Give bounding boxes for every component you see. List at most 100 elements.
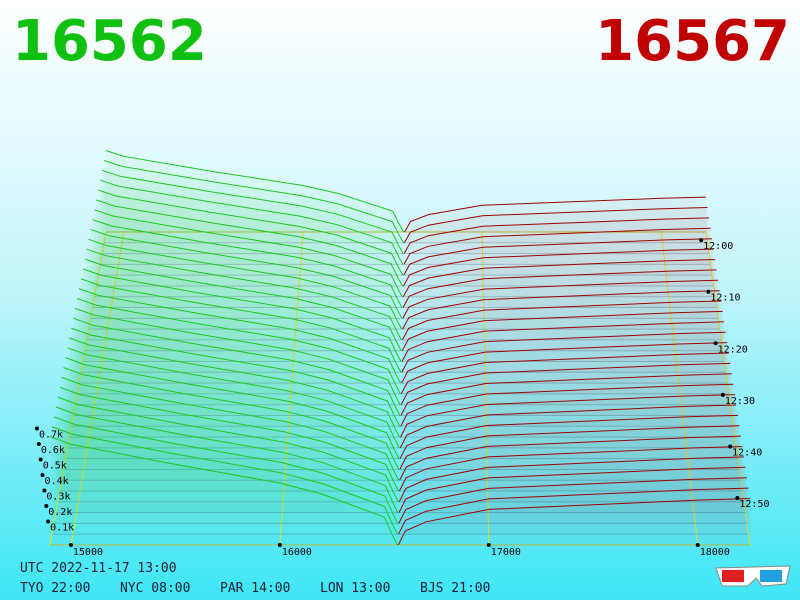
- bids-line: [67, 347, 400, 449]
- bids-line: [63, 367, 400, 470]
- asks-line: [401, 321, 725, 362]
- time-tick-label: 12:00: [703, 241, 733, 252]
- x-tick-label: 18000: [700, 547, 730, 558]
- x-tick-label: 16000: [282, 547, 312, 558]
- y-tick: [36, 442, 41, 446]
- y-tick-label: 0.1k: [50, 523, 74, 534]
- asks-line: [400, 362, 731, 405]
- asks-line: [402, 290, 720, 330]
- zone-time: BJS 21:00: [420, 581, 490, 596]
- asks-line: [400, 383, 734, 427]
- asks-line: [401, 342, 728, 384]
- asks-line: [398, 466, 746, 513]
- time-tick-label: 12:40: [732, 447, 762, 458]
- time-tick: [728, 444, 733, 449]
- time-tick-label: 12:10: [710, 293, 740, 304]
- bids-line: [92, 219, 403, 308]
- x-tick: [68, 543, 73, 547]
- time-tick: [735, 496, 740, 501]
- y-tick-label: 0.5k: [43, 461, 67, 472]
- bids-line: [74, 307, 401, 405]
- bids-line: [65, 357, 400, 459]
- bids-line: [98, 189, 404, 276]
- bids-line: [101, 169, 404, 254]
- asks-line: [402, 259, 716, 298]
- layers: [49, 150, 751, 546]
- bids-line: [84, 258, 402, 351]
- asks-line: [399, 435, 741, 481]
- y-tick-label: 0.4k: [45, 476, 69, 487]
- y-tick: [44, 504, 49, 508]
- bids-line: [94, 209, 403, 298]
- bids-line: [51, 426, 398, 535]
- bids-line: [86, 248, 402, 341]
- y-tick: [38, 457, 43, 462]
- bids-line: [88, 238, 403, 330]
- bids-line: [80, 278, 402, 373]
- asks-line: [401, 300, 722, 341]
- bids-line: [103, 160, 404, 244]
- asks-line: [400, 352, 729, 395]
- asks-line: [400, 394, 735, 438]
- floor: [49, 231, 751, 546]
- asks-line: [403, 227, 711, 265]
- grid-line: [481, 231, 490, 546]
- asks-line: [401, 310, 723, 351]
- asks-line: [399, 414, 738, 459]
- asks-line: [398, 477, 748, 524]
- bids-line: [100, 179, 404, 265]
- zone-time: TYO 22:00: [20, 581, 90, 596]
- floor-border: [49, 231, 751, 546]
- asks-line: [403, 238, 713, 276]
- bids-line: [78, 288, 402, 384]
- bids-line: [96, 199, 404, 287]
- asks-line: [399, 404, 737, 449]
- asks-line: [397, 498, 751, 546]
- x-tick-label: 15000: [73, 547, 103, 558]
- bids-line: [73, 317, 401, 416]
- bids-line: [49, 436, 398, 546]
- asks-line: [398, 446, 743, 492]
- zone-time: PAR 14:00: [220, 581, 290, 596]
- bids-line: [105, 150, 405, 233]
- asks-line: [398, 456, 744, 503]
- asks-line: [402, 279, 719, 319]
- x-tick: [486, 543, 491, 547]
- bids-line: [59, 386, 399, 492]
- bids-line: [76, 298, 401, 395]
- y-tick: [34, 426, 39, 431]
- zone-time: LON 13:00: [320, 581, 390, 596]
- asks-line: [403, 207, 708, 244]
- asks-line: [402, 269, 717, 308]
- y-tick-label: 0.3k: [46, 492, 70, 503]
- y-tick-label: 0.2k: [48, 507, 72, 518]
- asks-line: [404, 196, 707, 233]
- asks-line: [403, 248, 714, 287]
- utc-time: UTC 2022-11-17 13:00: [20, 561, 177, 576]
- bids-line: [55, 406, 399, 513]
- time-tick-label: 12:20: [718, 344, 748, 355]
- ask-price: 16567: [595, 9, 790, 74]
- y-tick-label: 0.7k: [39, 430, 63, 441]
- y-tick-label: 0.6k: [41, 445, 65, 456]
- zone-time: NYC 08:00: [120, 581, 190, 596]
- bids-line: [71, 327, 401, 427]
- x-tick-label: 17000: [491, 547, 521, 558]
- bids-line: [61, 376, 400, 481]
- asks-line: [403, 217, 710, 254]
- bids-line: [57, 396, 399, 503]
- bids-line: [53, 416, 399, 524]
- grid-line: [279, 231, 304, 546]
- bids-line: [82, 268, 402, 362]
- time-tick: [720, 392, 725, 397]
- bid-price: 16562: [12, 9, 207, 74]
- time-tick-label: 12:50: [739, 499, 769, 510]
- y-tick: [46, 519, 51, 524]
- grid-line: [660, 231, 699, 546]
- asks-line: [400, 373, 732, 416]
- asks-line: [398, 487, 749, 535]
- time-tick: [699, 238, 704, 243]
- time-tick: [706, 289, 711, 294]
